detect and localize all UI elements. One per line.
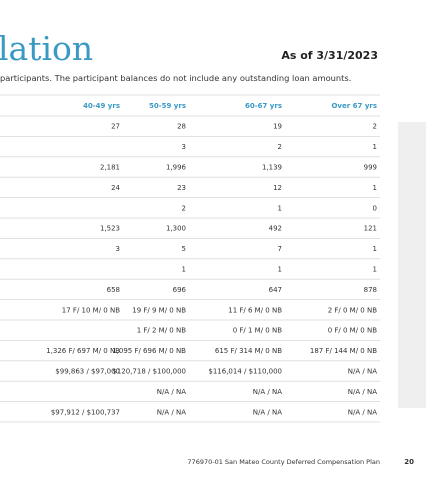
table-cell: 7 [278,245,282,253]
table-cell: 24 [111,184,120,192]
table-cell: 878 [364,286,377,294]
table-cell: 0 F/ 1 M/ 0 NB [233,327,283,335]
table-cell: N/A / NA [253,408,282,416]
column-header: 60-67 yrs [245,102,282,110]
table-cell: $116,014 / $110,000 [208,368,282,376]
table-cell: 1 [373,266,377,274]
as-of-date: As of 3/31/2023 [281,49,378,62]
table-cell: 1 [182,266,186,274]
table-cell: 2 F/ 0 M/ 0 NB [328,306,378,314]
page-number: 20 [404,458,414,466]
table-cell: 1,139 [262,164,282,172]
table-cell: 121 [364,225,377,233]
table-cell: N/A / NA [348,388,377,396]
table-cell: 999 [364,164,377,172]
table-cell: 19 [273,123,282,131]
table-cell: 28 [177,123,186,131]
table-cell: N/A / NA [157,388,186,396]
table-cell: 12 [273,184,282,192]
table-cell: 658 [107,286,120,294]
table-cell: 1 [373,184,377,192]
table-cell: 615 F/ 314 M/ 0 NB [215,347,282,355]
column-header: 50-59 yrs [149,102,186,110]
table-cell: 23 [177,184,186,192]
table-cell: 1,095 F/ 696 M/ 0 NB [112,347,186,355]
table-cell: 1,300 [166,225,186,233]
table-cell: 1 [373,143,377,151]
table-cell: 3 [116,245,120,253]
table-cell: N/A / NA [253,388,282,396]
table-cell: N/A / NA [157,408,186,416]
note: participants. The participant balances d… [0,73,351,83]
footer-plan: 776970-01 San Mateo County Deferred Comp… [187,458,380,466]
table-cell: 2 [182,204,186,212]
table-cell: 1 [373,245,377,253]
table-cell: 1 [278,266,282,274]
table-cell: $120,718 / $100,000 [112,368,186,376]
table-cell: 27 [111,123,120,131]
table-cell: 1,523 [100,225,120,233]
table-cell: 492 [269,225,282,233]
table-cell: 1,326 F/ 697 M/ 0 NB [46,347,120,355]
table-cell: 5 [182,245,186,253]
table-cell: N/A / NA [348,408,377,416]
table-cell: 1 F/ 2 M/ 0 NB [137,327,187,335]
table-cell: 2 [373,123,377,131]
table-cell: 17 F/ 10 M/ 0 NB [62,306,120,314]
table-cell: $99,863 / $97,000 [55,368,120,376]
table-cell: 2,181 [100,164,120,172]
table-cell: N/A / NA [348,368,377,376]
column-header: 40-49 yrs [83,102,120,110]
table-cell: 11 F/ 6 M/ 0 NB [228,306,282,314]
table-cell: 696 [173,286,187,294]
page-title: lation [0,29,93,68]
side-panel [398,122,426,408]
table-cell: 187 F/ 144 M/ 0 NB [310,347,377,355]
table-cell: 0 F/ 0 M/ 0 NB [328,327,378,335]
table-cell: 647 [269,286,282,294]
table-cell: 0 [373,204,377,212]
table-cell: 1 [278,204,282,212]
table-cell: $97,912 / $100,737 [51,408,120,416]
table-cell: 1,996 [166,164,187,172]
table-cell: 3 [182,143,186,151]
table-cell: 19 F/ 9 M/ 0 NB [132,306,186,314]
column-header: Over 67 yrs [331,102,377,110]
table-cell: 2 [278,143,282,151]
